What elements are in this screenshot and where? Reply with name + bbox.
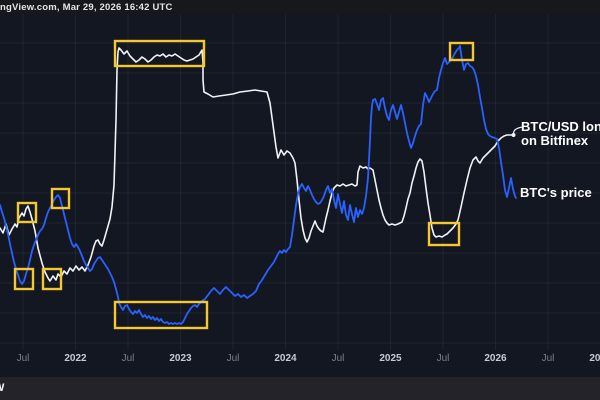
highlight-box	[113, 300, 209, 330]
axis-tick-label: Jul	[227, 353, 240, 364]
series-label-longs-label: BTC/USD longson Bitfinex	[521, 119, 600, 148]
axis-tick-label: Jul	[122, 353, 135, 364]
tradingview-logo-icon[interactable]: W	[0, 377, 4, 400]
highlight-box	[448, 41, 475, 62]
highlight-box	[16, 201, 38, 224]
axis-tick-label: Jul	[437, 353, 450, 364]
axis-tick-label: 2022	[64, 353, 87, 364]
attribution-bar: W	[0, 377, 600, 400]
series-line-btc-price	[0, 45, 517, 325]
highlight-box	[427, 221, 461, 247]
axis-tick-label: 2024	[274, 353, 297, 364]
chart-canvas[interactable]: Jul 2022 Jul 2023 Jul 2024 Jul 2025 Jul 2026 Jul 20…	[0, 0, 600, 377]
label-pointer-curve	[512, 126, 524, 134]
series-label-price-label: BTC's price	[520, 185, 592, 200]
series-end-dot	[511, 133, 516, 137]
axis-tick-label: Jul	[332, 353, 345, 364]
watermark-bar: ngView.com, Mar 29, 2026 16:42 UTC	[0, 0, 600, 14]
axis-tick-label: 2025	[379, 353, 402, 364]
axis-tick-label: 2023	[169, 353, 192, 364]
watermark-text: ngView.com, Mar 29, 2026 16:42 UTC	[0, 1, 173, 13]
highlight-box	[41, 267, 63, 291]
axis-tick-label: Jul	[542, 353, 555, 364]
highlight-box	[13, 267, 35, 291]
axis-tick-label: 2027	[589, 353, 600, 364]
axis-tick-label: Jul	[17, 353, 30, 364]
axis-tick-label: 2026	[484, 353, 507, 364]
highlight-box	[50, 187, 71, 210]
highlight-box	[113, 39, 206, 68]
